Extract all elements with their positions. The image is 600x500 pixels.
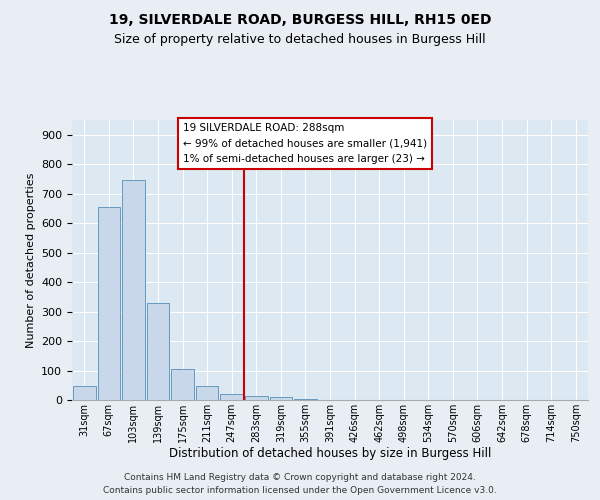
- Text: 19, SILVERDALE ROAD, BURGESS HILL, RH15 0ED: 19, SILVERDALE ROAD, BURGESS HILL, RH15 …: [109, 12, 491, 26]
- Y-axis label: Number of detached properties: Number of detached properties: [26, 172, 35, 348]
- Bar: [220, 394, 243, 400]
- Bar: [245, 396, 268, 400]
- Bar: [98, 207, 120, 400]
- Bar: [73, 386, 95, 400]
- Bar: [171, 369, 194, 400]
- Bar: [122, 180, 145, 400]
- Text: 19 SILVERDALE ROAD: 288sqm
← 99% of detached houses are smaller (1,941)
1% of se: 19 SILVERDALE ROAD: 288sqm ← 99% of deta…: [183, 123, 427, 164]
- Bar: [269, 397, 292, 400]
- Text: Size of property relative to detached houses in Burgess Hill: Size of property relative to detached ho…: [114, 32, 486, 46]
- Bar: [294, 398, 317, 400]
- Text: Distribution of detached houses by size in Burgess Hill: Distribution of detached houses by size …: [169, 448, 491, 460]
- Bar: [146, 304, 169, 400]
- Bar: [196, 386, 218, 400]
- Text: Contains HM Land Registry data © Crown copyright and database right 2024.: Contains HM Land Registry data © Crown c…: [124, 472, 476, 482]
- Text: Contains public sector information licensed under the Open Government Licence v3: Contains public sector information licen…: [103, 486, 497, 495]
